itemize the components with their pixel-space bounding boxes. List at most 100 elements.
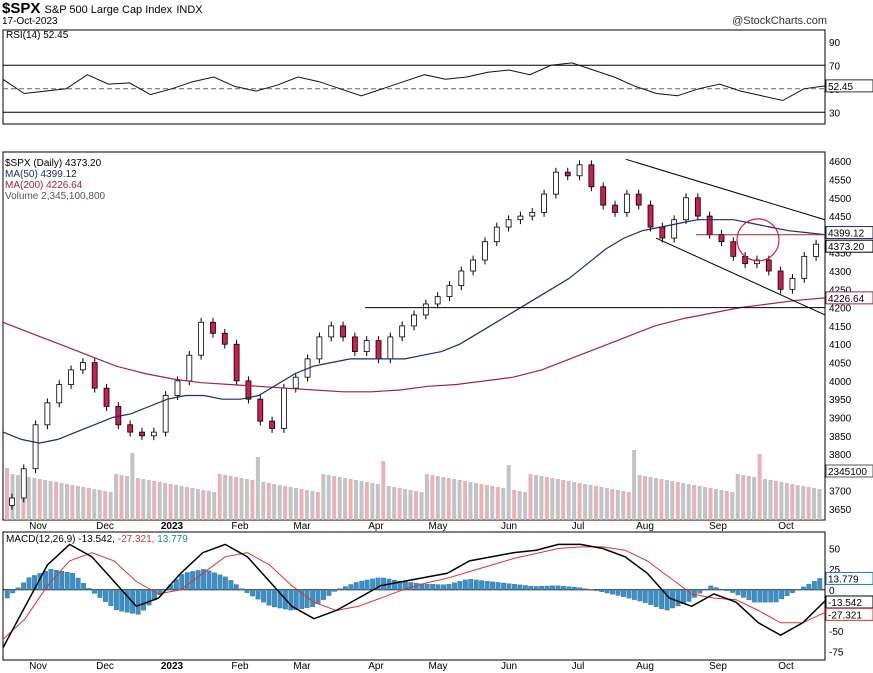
candle-body: [56, 384, 63, 404]
rsi-panel: 9070503052.45: [2, 29, 873, 125]
volume-bar: [337, 477, 342, 520]
volume-bar: [332, 476, 337, 520]
macd-hist-bar: [173, 579, 179, 590]
candle-body: [765, 259, 772, 272]
rsi-frame: [2, 29, 826, 125]
volume-bar: [59, 483, 64, 520]
volume-bar: [790, 484, 795, 520]
signal-legend-value: -27.321,: [117, 534, 155, 545]
macd-hist-bar: [326, 589, 332, 596]
macd-legend: MACD(12,26,9) -13.542, -27.321, 13.779: [6, 534, 188, 545]
macd-hist-bar: [299, 589, 305, 609]
volume-bar: [599, 487, 604, 520]
upper-channel-line: [625, 158, 826, 221]
macd-hist-bar: [555, 585, 561, 590]
price-tick-label: 4050: [829, 359, 852, 370]
price-tick-label: 4150: [829, 322, 852, 333]
macd-hist-bar: [103, 589, 108, 602]
volume-bar: [283, 486, 288, 520]
volume-bar: [217, 474, 222, 520]
candle-body: [777, 270, 784, 290]
price-x-label: Aug: [636, 521, 654, 532]
volume-bar: [119, 475, 124, 520]
macd-x-label: Mar: [293, 661, 311, 672]
candle-body: [292, 376, 299, 389]
volume-bar: [70, 485, 75, 520]
volume-bar: [637, 475, 642, 520]
volume-bar: [146, 480, 151, 520]
volume-bar: [288, 487, 293, 520]
macd-hist-bar: [402, 581, 408, 590]
macd-hist-bar: [348, 584, 354, 590]
candle-body: [623, 193, 630, 213]
volume-bar: [424, 474, 429, 520]
volume-bar: [686, 484, 691, 520]
volume-bar: [773, 481, 778, 520]
volume-bar: [234, 477, 238, 520]
macd-hist-bar: [108, 589, 114, 606]
volume-bar: [185, 487, 189, 520]
chart-title: $SPX S&P 500 Large Cap Index INDX: [2, 0, 203, 17]
volume-bar: [664, 480, 669, 520]
macd-x-label: Feb: [231, 661, 249, 672]
price-tick-label: 3650: [829, 505, 852, 516]
volume-bar: [370, 483, 375, 520]
candle-body: [493, 226, 500, 243]
macd-tick-label: 25: [829, 565, 841, 576]
brand-label: @StockCharts.com: [732, 15, 827, 27]
macd-hist-bar: [719, 589, 725, 590]
candle-body: [79, 362, 86, 371]
volume-bar: [435, 476, 440, 520]
candle-body: [517, 215, 524, 221]
volume-bar: [539, 476, 544, 520]
macd-hist-bar: [462, 579, 468, 590]
macd-hist-bar: [621, 589, 626, 597]
volume-bar: [206, 491, 211, 520]
candle-body: [198, 321, 205, 356]
macd-hist-bar: [135, 589, 141, 615]
macd-hist-bar: [664, 589, 670, 611]
candle-body: [328, 325, 335, 338]
macd-hist-bar: [397, 580, 403, 590]
macd-hist-bar: [615, 589, 621, 596]
macd-signal-last-value: -27.321: [828, 610, 862, 621]
volume-bar: [408, 490, 413, 520]
volume-bar: [326, 475, 331, 520]
candle-body: [683, 197, 689, 221]
macd-hist-bar: [517, 584, 523, 590]
price-x-label: 2023: [161, 521, 184, 532]
volume-bar: [343, 478, 348, 520]
macd-tick-label: 0: [829, 586, 835, 597]
volume-bar: [261, 482, 266, 520]
volume-bar: [495, 487, 500, 520]
price-tick-label: 3950: [829, 395, 852, 406]
volume-bar: [763, 479, 767, 520]
candle-body: [20, 468, 27, 499]
macd-hist-bar: [626, 589, 632, 599]
candle-body: [32, 424, 39, 470]
price-tick-label: 3800: [829, 450, 852, 461]
macd-hist-bar: [593, 589, 599, 591]
macd-hist-bar: [561, 586, 566, 590]
macd-hist-bar: [359, 580, 365, 590]
macd-hist-bar: [446, 584, 452, 590]
candle-body: [91, 362, 98, 389]
candle-body: [612, 204, 618, 213]
macd-hist-bar: [255, 589, 261, 600]
macd-hist-bar: [342, 586, 348, 590]
volume-bar: [190, 488, 195, 520]
volume-bar: [141, 479, 146, 520]
price-tick-label: 4350: [829, 249, 852, 260]
macd-hist-bar: [479, 580, 485, 590]
volume-bar: [397, 488, 402, 520]
volume-bar: [103, 491, 108, 520]
volume-bar: [26, 477, 31, 520]
macd-hist-bar: [539, 586, 545, 590]
volume-bar: [566, 481, 571, 520]
macd-hist-bar: [708, 585, 714, 590]
volume-bar: [670, 481, 675, 520]
volume-bar: [588, 485, 593, 520]
volume-bar: [517, 491, 522, 520]
candle-body: [281, 387, 287, 429]
macd-hist-bar: [337, 588, 343, 590]
